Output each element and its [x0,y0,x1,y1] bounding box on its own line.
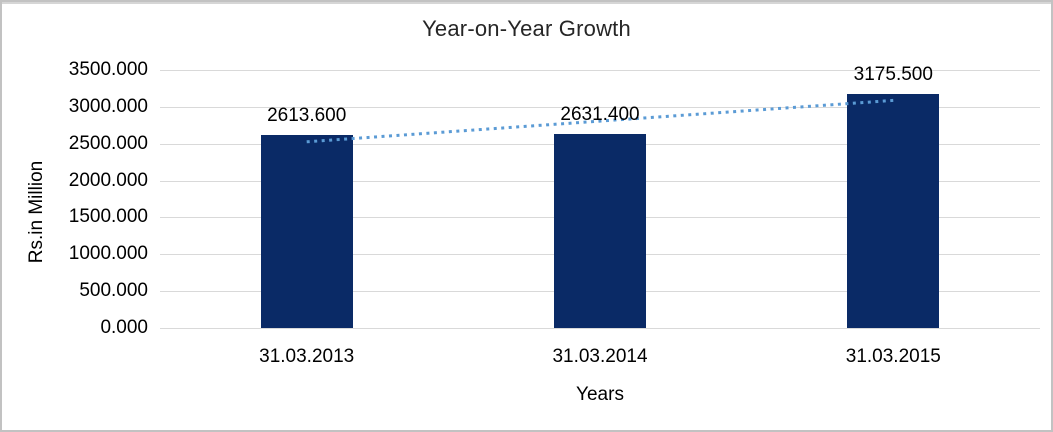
bar-data-label: 2613.600 [267,105,347,127]
y-axis-tick-label: 0.000 [100,317,148,338]
y-axis-tick-label: 1500.000 [68,206,148,228]
y-axis-tick-label: 2500.000 [68,132,148,154]
x-axis-tick-label: 31.03.2015 [845,346,941,367]
x-axis-tick-label: 31.03.2013 [259,346,355,367]
bar-data-label: 3175.500 [853,63,933,85]
y-axis-title: Rs.in Million [26,160,47,264]
gridline [160,328,1040,329]
gridline [160,70,1040,71]
x-axis-tick-label: 31.03.2014 [552,346,648,367]
y-axis-tick-label: 1000.000 [68,243,148,265]
bar-31.03.2014 [554,134,646,328]
x-axis-title: Years [576,384,624,405]
y-axis-tick-label: 500.000 [79,280,148,302]
y-axis-tick-label: 2000.000 [68,169,148,191]
bar-data-label: 2631.400 [560,104,640,125]
bar-31.03.2013 [260,135,353,328]
chart-title: Year-on-Year Growth [422,16,631,41]
y-axis-tick-label: 3500.000 [68,59,148,80]
y-axis-tick-label: 3000.000 [68,95,148,117]
bar-31.03.2015 [847,93,940,328]
